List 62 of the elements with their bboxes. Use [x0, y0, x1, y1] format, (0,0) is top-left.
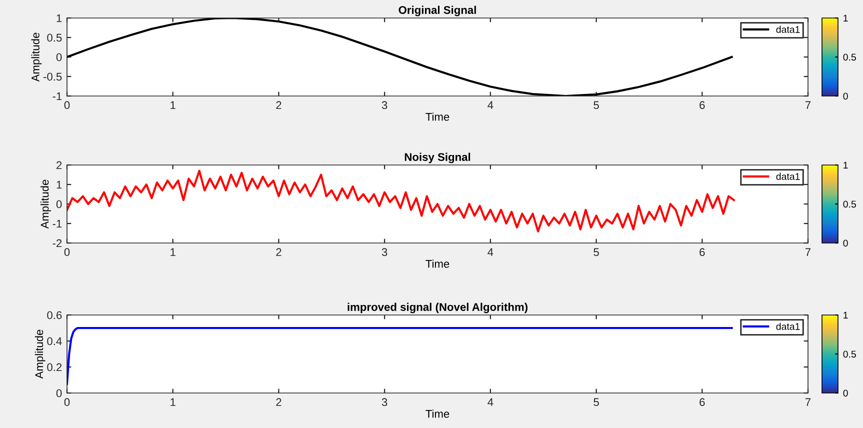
- x-tick-label: 7: [805, 398, 811, 406]
- x-tick-label: 6: [700, 101, 705, 110]
- x-tick-label: 2: [276, 101, 282, 109]
- y-tick-label: 0: [56, 200, 62, 208]
- x-tick-label: 6: [700, 248, 705, 256]
- x-tick-label: 2: [276, 398, 282, 406]
- legend-label: data1: [776, 322, 800, 330]
- x-tick-label: 0: [64, 248, 70, 256]
- x-tick-label: 1: [170, 101, 176, 109]
- x-axis-title: Time: [426, 112, 450, 121]
- x-tick-label: 5: [594, 248, 599, 256]
- color-bar-label: 0: [843, 240, 848, 247]
- y-tick-label: 2: [56, 161, 62, 170]
- x-tick-label: 3: [382, 398, 388, 406]
- y-tick-label: -1: [52, 92, 62, 100]
- x-tick-label: 1: [170, 398, 176, 406]
- x-axis-title: Time: [426, 260, 450, 268]
- y-tick-label: 1: [56, 14, 62, 22]
- line-series: [67, 18, 733, 96]
- color-bar-label: 0.5: [843, 200, 856, 208]
- color-bar-label: 0.5: [843, 350, 856, 358]
- legend-label: data1: [776, 26, 800, 33]
- y-tick-label: 0.4: [47, 337, 62, 346]
- y-tick-label: 0: [56, 53, 62, 62]
- x-tick-label: 7: [805, 248, 811, 256]
- x-tick-label: 4: [488, 101, 494, 109]
- y-tick-label: 1: [56, 180, 62, 189]
- x-axis-title: Time: [426, 410, 450, 418]
- y-tick-label: 0.5: [47, 34, 62, 42]
- y-axis-title: Amplitude: [34, 330, 46, 379]
- line-series: [67, 326, 733, 385]
- x-tick-label: 4: [488, 398, 494, 406]
- line-series: [67, 170, 735, 232]
- color-bar-label: 0: [843, 390, 848, 397]
- color-bar-label: 1: [844, 312, 848, 319]
- y-axis-title: Amplitude: [31, 32, 42, 82]
- y-tick-label: 0.6: [47, 311, 62, 320]
- x-tick-label: 0: [64, 398, 70, 406]
- x-tick-label: 4: [488, 248, 494, 256]
- chart-title: Original Signal: [398, 6, 476, 16]
- y-tick-label: 0: [56, 389, 62, 398]
- y-tick-label: -2: [52, 239, 62, 248]
- x-tick-label: 2: [276, 248, 282, 256]
- x-tick-label: 5: [594, 101, 599, 110]
- chart-title: Noisy Signal: [404, 152, 470, 164]
- color-bar-label: 1: [844, 162, 848, 169]
- color-bar-label: 0.5: [843, 54, 856, 61]
- y-tick-label: -1: [52, 220, 62, 228]
- color-bar-label: 0: [843, 92, 848, 100]
- y-axis-title: Amplitude: [40, 180, 51, 229]
- x-tick-label: 5: [594, 398, 599, 406]
- x-tick-label: 6: [700, 398, 705, 406]
- legend-label: data1: [776, 172, 800, 180]
- color-bar-label: 1: [844, 14, 848, 22]
- x-tick-label: 7: [805, 101, 811, 109]
- chart-title: improved signal (Novel Algorithm): [348, 302, 528, 314]
- y-tick-label: 0.2: [47, 363, 62, 372]
- x-tick-label: 3: [382, 101, 388, 110]
- x-tick-label: 0: [64, 101, 70, 110]
- x-tick-label: 3: [382, 248, 388, 256]
- x-tick-label: 1: [170, 248, 176, 256]
- y-tick-label: -0.5: [43, 72, 62, 81]
